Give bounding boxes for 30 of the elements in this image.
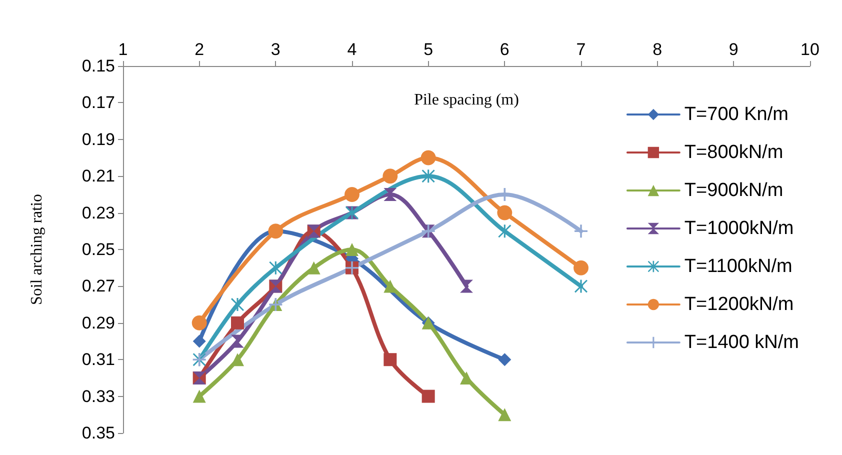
- x-tick-label: 10: [800, 40, 820, 59]
- legend-label: T=1100kN/m: [684, 256, 792, 277]
- x-tick-label: 8: [652, 40, 662, 59]
- y-tick-label: 0.33: [82, 386, 115, 406]
- x-tick-label: 2: [194, 40, 204, 59]
- legend-label: T=900kN/m: [684, 180, 784, 201]
- y-tick-label: 0.29: [82, 313, 115, 332]
- x-tick-label: 3: [270, 40, 280, 59]
- x-tick-label: 1: [118, 40, 128, 59]
- y-tick-label: 0.25: [82, 240, 115, 259]
- legend-label: T=800kN/m: [684, 142, 784, 163]
- y-tick-label: 0.17: [82, 93, 115, 112]
- y-tick-label: 0.19: [82, 130, 115, 149]
- y-tick-label: 0.23: [82, 203, 115, 222]
- legend-label: T=1400 kN/m: [684, 332, 800, 353]
- x-tick-label: 9: [728, 40, 738, 59]
- y-tick-label: 0.31: [82, 350, 115, 370]
- x-tick-label: 7: [576, 40, 586, 59]
- legend-label: T=700 Kn/m: [684, 104, 788, 125]
- x-tick-label: 4: [347, 40, 357, 59]
- x-tick-label: 5: [424, 40, 434, 59]
- x-tick-label: 6: [500, 40, 510, 59]
- y-tick-label: 0.27: [82, 276, 115, 296]
- legend-label: T=1000kN/m: [684, 218, 794, 239]
- legend-label: T=1200kN/m: [684, 294, 794, 315]
- x-axis-title: Pile spacing (m): [414, 92, 519, 108]
- y-tick-label: 0.21: [82, 166, 115, 186]
- y-tick-label: 0.15: [82, 56, 115, 76]
- y-tick-label: 0.35: [82, 424, 115, 442]
- y-axis-title: Soil arching ratio: [28, 194, 46, 306]
